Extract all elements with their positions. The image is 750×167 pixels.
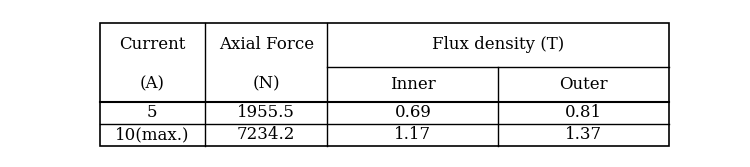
Text: 0.81: 0.81	[566, 104, 602, 121]
Text: (A): (A)	[140, 76, 165, 93]
Text: Inner: Inner	[390, 76, 436, 93]
Text: 1.37: 1.37	[566, 126, 602, 143]
Text: (N): (N)	[252, 76, 280, 93]
Text: 7234.2: 7234.2	[237, 126, 296, 143]
Text: 5: 5	[147, 104, 158, 121]
Text: Outer: Outer	[560, 76, 608, 93]
Text: 10(max.): 10(max.)	[115, 126, 190, 143]
Text: Axial Force: Axial Force	[218, 36, 314, 53]
Text: 1.17: 1.17	[394, 126, 431, 143]
Text: Current: Current	[119, 36, 185, 53]
Text: 0.69: 0.69	[394, 104, 431, 121]
Text: Flux density (T): Flux density (T)	[432, 36, 565, 53]
Text: 1955.5: 1955.5	[237, 104, 295, 121]
